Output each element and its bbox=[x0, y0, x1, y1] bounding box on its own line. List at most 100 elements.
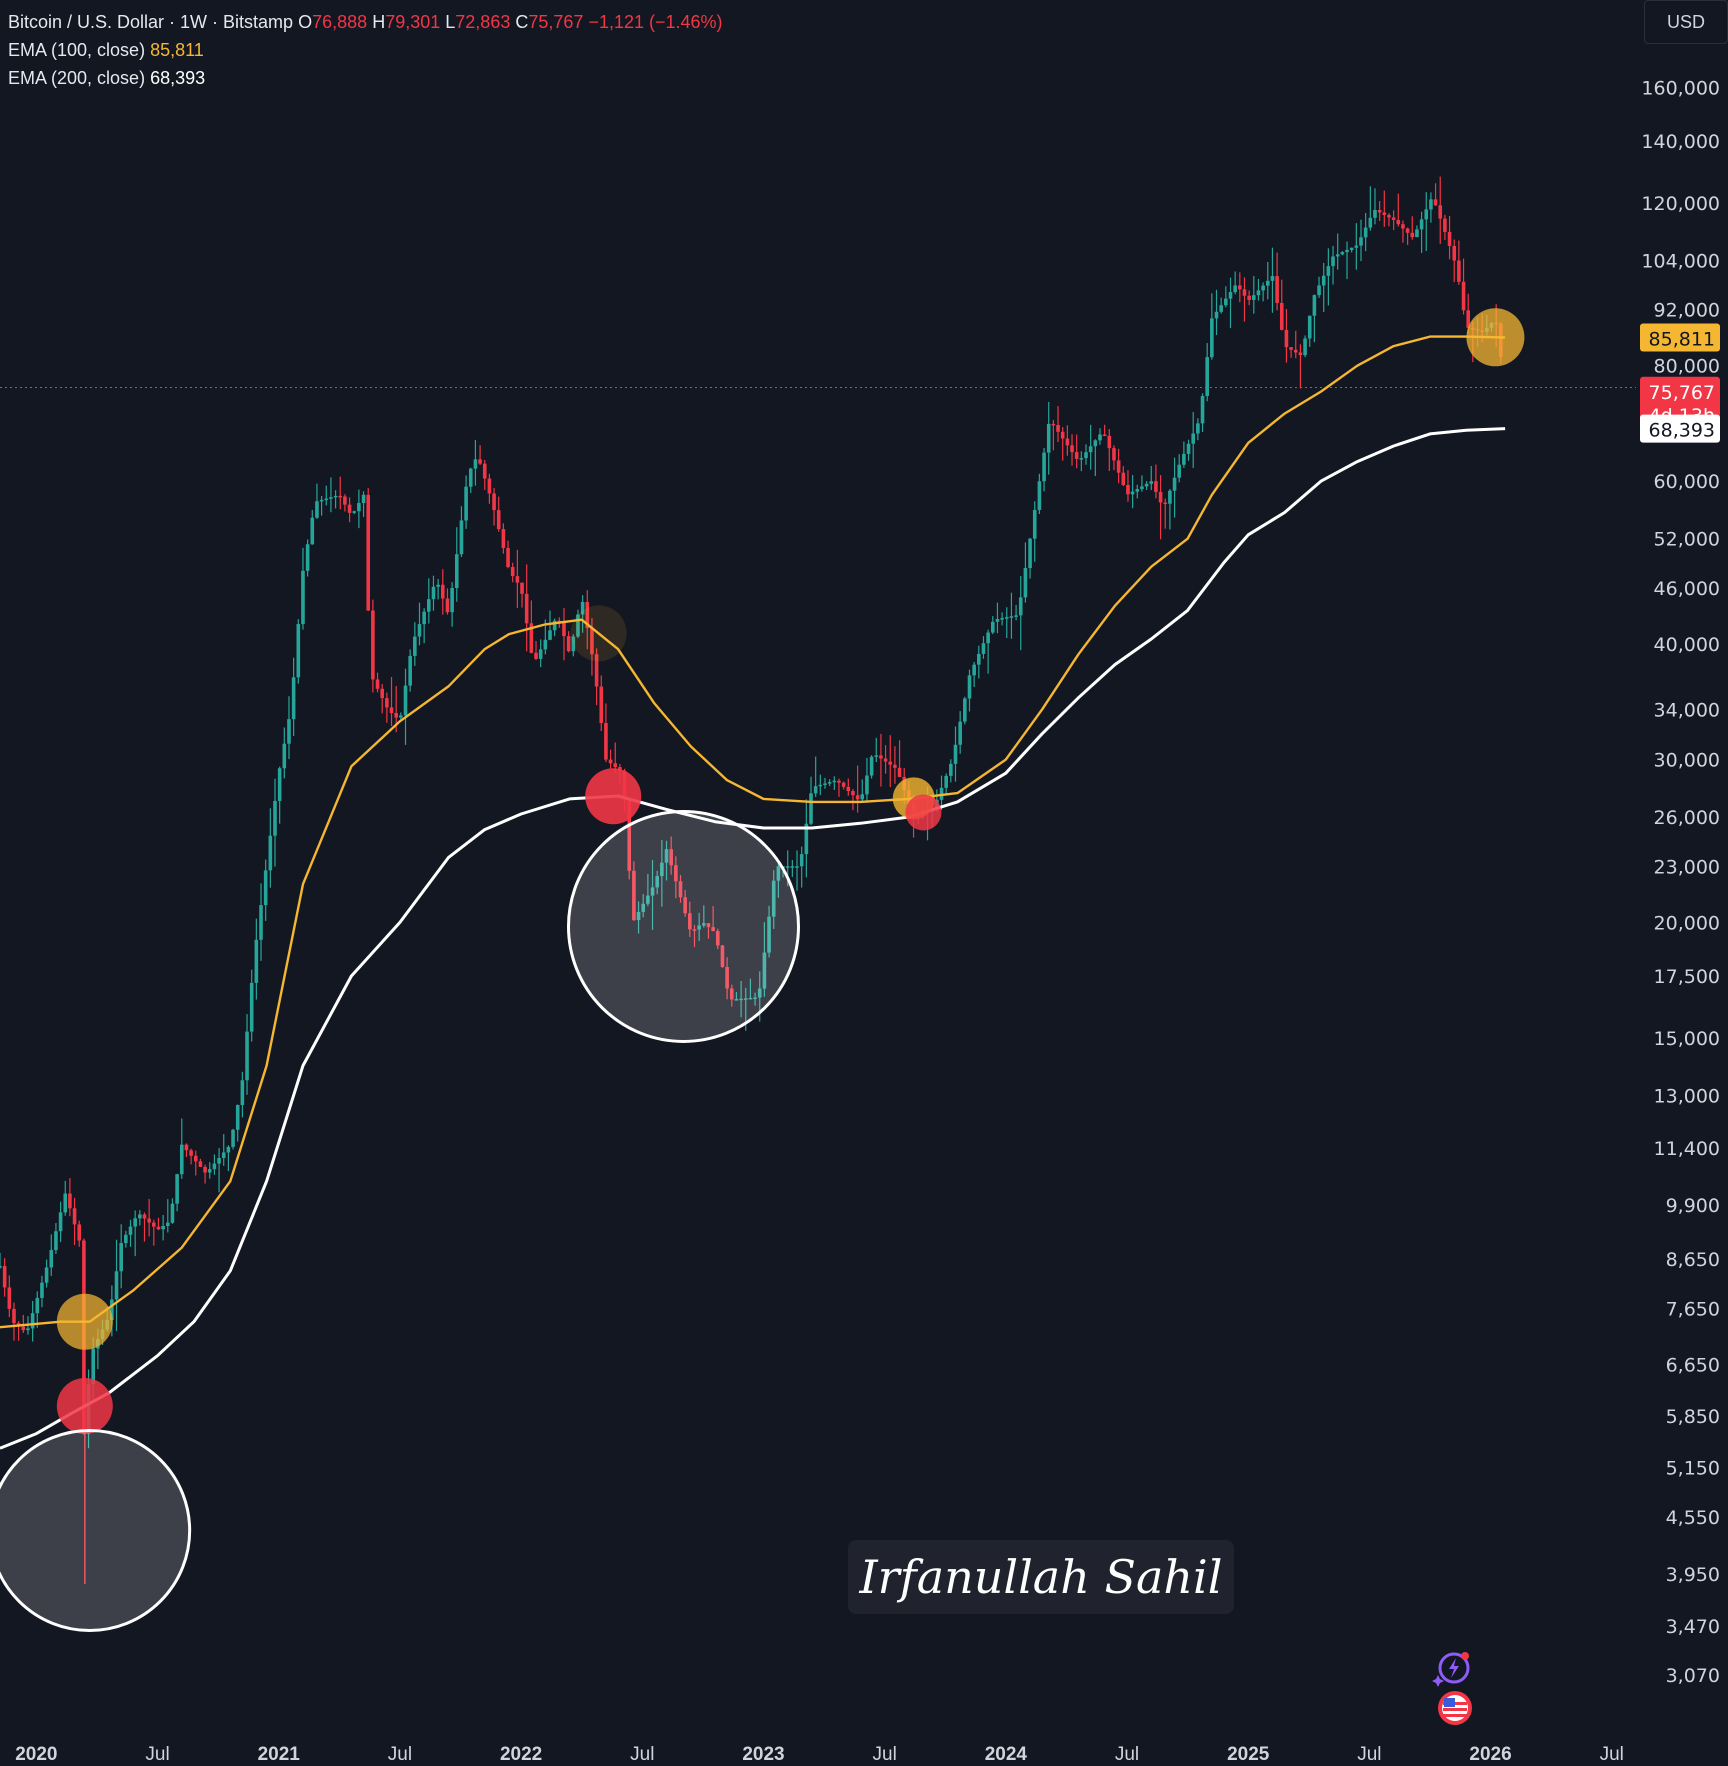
x-tick-label: 2023 bbox=[742, 1744, 784, 1765]
open-label: O bbox=[298, 12, 313, 32]
candle-body bbox=[319, 499, 324, 502]
y-tick-label: 15,000 bbox=[1654, 1028, 1720, 1050]
candle-body bbox=[445, 598, 450, 613]
candle-body bbox=[240, 1080, 245, 1106]
candle-body bbox=[1032, 509, 1037, 539]
candle-body bbox=[594, 654, 599, 687]
candle-body bbox=[1028, 538, 1032, 569]
candle-body bbox=[231, 1129, 235, 1147]
candle-body bbox=[1000, 618, 1004, 620]
candle-body bbox=[305, 544, 310, 571]
candle-body bbox=[580, 601, 585, 615]
candle-body bbox=[874, 755, 879, 757]
candle-body bbox=[413, 636, 417, 656]
candle-body bbox=[119, 1243, 123, 1272]
highlight-zone-circle bbox=[0, 1429, 192, 1632]
candle-body bbox=[371, 610, 375, 680]
candle-body bbox=[571, 636, 576, 652]
candle-body bbox=[427, 599, 431, 612]
y-tick-label: 9,900 bbox=[1666, 1195, 1720, 1217]
candle-body bbox=[333, 495, 338, 498]
candle-body bbox=[650, 887, 655, 896]
candle-body bbox=[133, 1218, 137, 1227]
candle-body bbox=[669, 849, 673, 866]
us-flag-icon[interactable] bbox=[1437, 1690, 1473, 1726]
candle-body bbox=[846, 786, 851, 792]
price-axis-tag-text: 75,767 bbox=[1649, 382, 1715, 404]
candle-body bbox=[855, 795, 860, 800]
y-tick-label: 23,000 bbox=[1654, 856, 1720, 878]
candle-body bbox=[1172, 477, 1177, 491]
candle-body bbox=[277, 768, 282, 801]
candle-body bbox=[473, 459, 478, 469]
y-tick-label: 40,000 bbox=[1654, 634, 1720, 656]
candle-body bbox=[114, 1271, 119, 1300]
candle-body bbox=[608, 759, 613, 764]
x-tick-label: 2022 bbox=[500, 1744, 542, 1765]
candle-body bbox=[757, 988, 762, 998]
candle-body bbox=[464, 486, 468, 521]
candle-body bbox=[1377, 209, 1382, 213]
currency-button[interactable]: USD bbox=[1644, 0, 1728, 44]
candle-body bbox=[1401, 224, 1405, 229]
candle-body bbox=[203, 1166, 207, 1173]
candle-body bbox=[1415, 229, 1419, 238]
x-tick-label: Jul bbox=[388, 1744, 412, 1765]
candle-body bbox=[1233, 285, 1237, 293]
candle-body bbox=[1410, 232, 1415, 238]
candle-body bbox=[496, 510, 501, 530]
candle-body bbox=[729, 988, 734, 1000]
candle-body bbox=[1345, 249, 1349, 253]
candle-body bbox=[54, 1231, 58, 1251]
candle-body bbox=[576, 614, 580, 637]
candle-body bbox=[44, 1267, 49, 1283]
time-axis[interactable]: 2020 Jul 2021 Jul 2022 Jul 2023 Jul 2024 Jul 2025 J… bbox=[15, 1744, 1624, 1765]
candle-body bbox=[1158, 491, 1163, 503]
candle-body bbox=[1009, 616, 1014, 618]
candle-body bbox=[823, 783, 827, 785]
candle-body bbox=[343, 496, 347, 505]
cross-marker bbox=[56, 1293, 113, 1350]
price-axis[interactable]: 160,000 140,000 120,000 104,000 92,000 80,000… bbox=[1641, 77, 1720, 1687]
candle-body bbox=[436, 584, 440, 587]
sparkle-bolt-icon[interactable] bbox=[1432, 1648, 1472, 1688]
candle-body bbox=[1135, 489, 1140, 492]
candle-body bbox=[352, 511, 357, 513]
candle-body bbox=[394, 712, 398, 718]
x-tick-label: 2024 bbox=[985, 1744, 1028, 1765]
candle-body bbox=[1293, 349, 1298, 353]
candle-body bbox=[1307, 315, 1312, 339]
candle-body bbox=[1074, 452, 1079, 459]
candle-body bbox=[1359, 237, 1363, 246]
candle-body bbox=[1396, 219, 1401, 225]
x-tick-label: 2021 bbox=[258, 1744, 301, 1765]
candle-body bbox=[795, 866, 799, 868]
candle-body bbox=[338, 495, 343, 498]
candle-body bbox=[1116, 460, 1121, 473]
candle-body bbox=[604, 723, 608, 760]
candle-body bbox=[1391, 217, 1396, 220]
candle-body bbox=[501, 529, 506, 549]
candle-body bbox=[161, 1225, 165, 1230]
candle-body bbox=[865, 775, 869, 795]
ema200-legend-row[interactable]: EMA (200, close) 68,393 bbox=[8, 64, 723, 92]
y-tick-label: 160,000 bbox=[1641, 77, 1720, 99]
candle-body bbox=[790, 866, 795, 868]
y-tick-label: 8,650 bbox=[1666, 1249, 1720, 1271]
candle-body bbox=[841, 782, 846, 787]
candle-body bbox=[949, 763, 953, 776]
candle-body bbox=[450, 587, 454, 613]
candle-body bbox=[389, 707, 394, 713]
candle-body bbox=[1312, 295, 1317, 316]
candle-body bbox=[627, 799, 632, 871]
candle-body bbox=[1382, 212, 1387, 215]
y-tick-label: 46,000 bbox=[1654, 578, 1720, 600]
chart-legend: Bitcoin / U.S. Dollar · 1W · Bitstamp O7… bbox=[8, 8, 723, 92]
ema100-legend-row[interactable]: EMA (100, close) 85,811 bbox=[8, 36, 723, 64]
candle-body bbox=[268, 835, 273, 871]
candle-body bbox=[762, 952, 767, 989]
symbol-ohlc-row[interactable]: Bitcoin / U.S. Dollar · 1W · Bitstamp O7… bbox=[8, 8, 723, 36]
candle-body bbox=[1279, 302, 1284, 330]
